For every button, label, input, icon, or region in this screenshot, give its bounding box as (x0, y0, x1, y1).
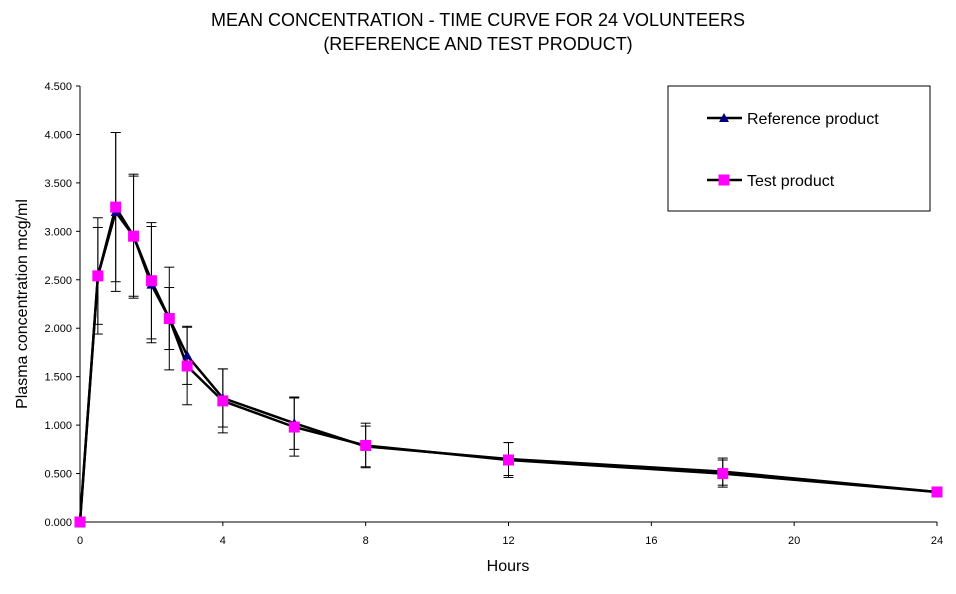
y-ticks: 0.000 0.500 1.000 1.500 2.000 2.500 3.000 3.500… (44, 81, 80, 529)
y-tick-label: 1.000 (44, 420, 72, 432)
test-marker (145, 275, 157, 287)
legend: Reference product Test product (667, 85, 931, 212)
test-marker (217, 395, 229, 407)
test-marker (128, 230, 140, 242)
y-tick-label: 2.500 (44, 275, 72, 287)
y-tick-label: 1.500 (44, 372, 72, 384)
y-tick-label: 0.500 (44, 469, 72, 481)
x-tick-label: 12 (502, 535, 514, 547)
test-marker (360, 439, 372, 451)
test-marker (92, 270, 104, 282)
test-marker (503, 454, 514, 466)
reference-marker (182, 350, 193, 360)
y-tick-label: 3.000 (44, 226, 72, 238)
chart-title-line-2: (REFERENCE AND TEST PRODUCT) (323, 34, 633, 54)
y-tick-label: 4.000 (44, 129, 72, 141)
x-tick-label: 24 (931, 535, 943, 547)
x-axis-title: Hours (487, 558, 530, 575)
chart-title-line-1: MEAN CONCENTRATION - TIME CURVE FOR 24 V… (210, 10, 746, 30)
test-marker (717, 468, 729, 480)
y-tick-label: 0.000 (44, 517, 72, 529)
x-tick-label: 4 (220, 535, 226, 547)
x-tick-label: 20 (788, 535, 800, 547)
test-marker (181, 360, 193, 372)
x-tick-label: 8 (363, 535, 369, 547)
x-ticks: 0 4 8 12 16 20 24 (77, 522, 943, 547)
y-tick-label: 3.500 (44, 178, 72, 190)
x-tick-label: 0 (77, 535, 83, 547)
test-marker (110, 201, 122, 213)
legend-label: Reference product (747, 111, 879, 128)
y-tick-label: 4.500 (44, 81, 72, 93)
test-marker (718, 174, 730, 186)
test-marker (288, 421, 300, 433)
reference-marker (719, 113, 729, 122)
test-marker (163, 313, 175, 325)
series-markers (74, 201, 943, 528)
legend-label: Test product (747, 173, 835, 190)
chart-title: MEAN CONCENTRATION - TIME CURVE FOR 24 V… (0, 8, 956, 56)
test-marker (931, 486, 943, 498)
y-tick-label: 2.000 (44, 323, 72, 335)
y-axis-title: Plasma concentration mcg/ml (14, 199, 31, 409)
test-marker (74, 516, 86, 528)
legend-box (667, 85, 931, 212)
x-tick-label: 16 (645, 535, 657, 547)
